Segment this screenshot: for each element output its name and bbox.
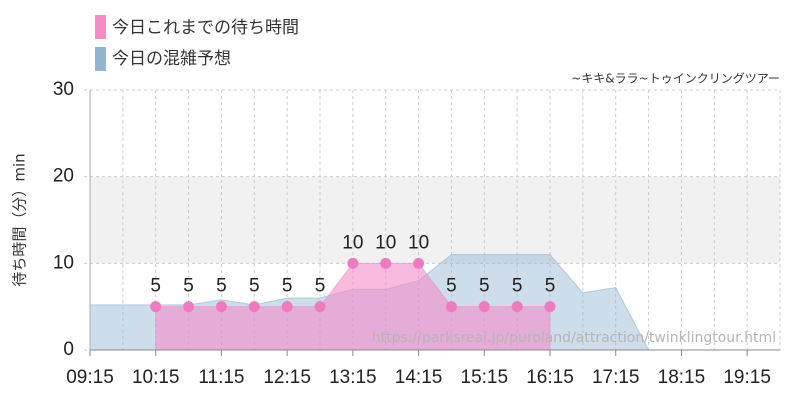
data-label: 5	[150, 276, 161, 297]
data-point	[215, 301, 227, 313]
data-point	[478, 301, 490, 313]
data-label: 5	[216, 276, 227, 297]
legend-swatch	[95, 47, 106, 71]
data-label: 5	[545, 276, 556, 297]
x-tick-label: 13:15	[329, 367, 377, 388]
data-label: 5	[446, 276, 457, 297]
x-tick-label: 12:15	[263, 367, 311, 388]
data-label: 10	[342, 232, 363, 253]
x-tick-label: 14:15	[395, 367, 443, 388]
data-label: 5	[249, 276, 260, 297]
x-tick-label: 18:15	[658, 367, 706, 388]
subtitle: ~キキ&ララ~トゥインクリングツアー	[571, 72, 780, 86]
x-tick-label: 10:15	[132, 367, 180, 388]
x-tick-label: 19:15	[723, 367, 771, 388]
data-point	[445, 301, 457, 313]
data-point	[413, 257, 425, 269]
data-label: 10	[408, 232, 429, 253]
watermark: https://parksreal.jp/puroland/attraction…	[372, 330, 776, 346]
data-point	[183, 301, 195, 313]
data-point	[314, 301, 326, 313]
data-label: 5	[512, 276, 523, 297]
x-tick-label: 17:15	[592, 367, 640, 388]
y-axis-label: 待ち時間（分）min	[11, 153, 29, 286]
legend-label: 今日これまでの待ち時間	[112, 18, 299, 38]
data-point	[150, 301, 162, 313]
y-tick-label: 20	[53, 166, 74, 187]
x-tick-label: 11:15	[198, 367, 244, 388]
x-tick-label: 16:15	[526, 367, 574, 388]
data-point	[248, 301, 260, 313]
y-tick-label: 10	[53, 252, 74, 273]
data-label: 10	[375, 232, 396, 253]
data-point	[347, 257, 359, 269]
series-area	[155, 262, 551, 351]
data-point	[511, 301, 523, 313]
data-label: 5	[282, 276, 293, 297]
data-label: 5	[183, 276, 194, 297]
legend-label: 今日の混雑予想	[112, 49, 231, 69]
data-point	[380, 257, 392, 269]
shaded-band	[90, 176, 780, 264]
y-tick-label: 0	[63, 339, 74, 360]
data-label: 5	[315, 276, 326, 297]
data-label: 5	[479, 276, 490, 297]
x-tick-label: 15:15	[461, 367, 509, 388]
x-tick-label: 09:15	[66, 367, 114, 388]
legend-swatch	[95, 15, 106, 39]
data-point	[281, 301, 293, 313]
y-tick-label: 30	[53, 79, 74, 100]
data-point	[544, 301, 556, 313]
